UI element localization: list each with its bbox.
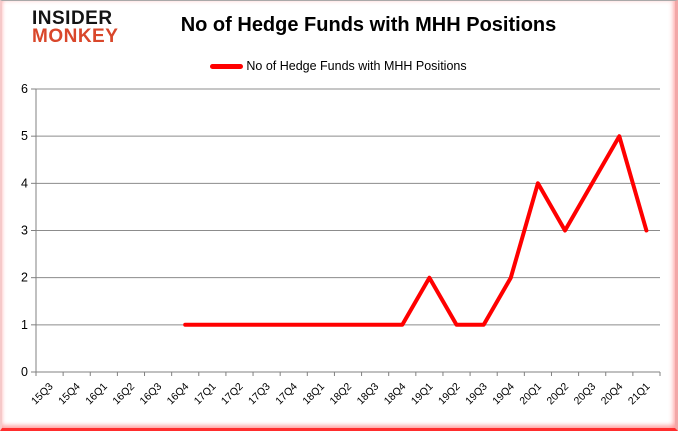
svg-text:17Q4: 17Q4: [273, 381, 300, 408]
svg-text:17Q2: 17Q2: [219, 381, 246, 408]
svg-text:16Q4: 16Q4: [165, 381, 192, 408]
svg-text:0: 0: [21, 365, 28, 379]
svg-text:18Q4: 18Q4: [382, 381, 409, 408]
svg-text:15Q4: 15Q4: [56, 381, 83, 408]
svg-text:16Q1: 16Q1: [83, 381, 110, 408]
legend-line-marker: [210, 63, 244, 69]
svg-text:20Q1: 20Q1: [517, 381, 544, 408]
svg-text:15Q3: 15Q3: [29, 381, 56, 408]
svg-text:19Q3: 19Q3: [463, 381, 490, 408]
svg-text:20Q3: 20Q3: [572, 381, 599, 408]
svg-text:21Q1: 21Q1: [626, 381, 653, 408]
svg-text:19Q1: 19Q1: [409, 381, 436, 408]
svg-text:2: 2: [21, 271, 28, 285]
svg-text:18Q1: 18Q1: [300, 381, 327, 408]
svg-text:19Q2: 19Q2: [436, 381, 463, 408]
svg-text:18Q2: 18Q2: [327, 381, 354, 408]
svg-text:18Q3: 18Q3: [355, 381, 382, 408]
svg-text:6: 6: [21, 82, 28, 96]
legend: No of Hedge Funds with MHH Positions: [2, 59, 675, 73]
svg-text:20Q4: 20Q4: [599, 381, 626, 408]
insider-monkey-logo: INSIDER MONKEY: [32, 8, 119, 47]
svg-text:5: 5: [21, 129, 28, 143]
logo-insider-text: INSIDER: [32, 8, 113, 29]
logo-monkey-text: MONKEY: [32, 25, 119, 47]
svg-text:17Q3: 17Q3: [246, 381, 273, 408]
svg-text:16Q3: 16Q3: [138, 381, 165, 408]
svg-text:3: 3: [21, 224, 28, 238]
legend-label: No of Hedge Funds with MHH Positions: [246, 59, 467, 73]
svg-text:19Q4: 19Q4: [490, 381, 517, 408]
svg-text:17Q1: 17Q1: [192, 381, 219, 408]
svg-text:4: 4: [21, 176, 28, 190]
chart-title: No of Hedge Funds with MHH Positions: [180, 14, 557, 36]
svg-text:1: 1: [21, 318, 28, 332]
svg-text:20Q2: 20Q2: [545, 381, 572, 408]
svg-text:16Q2: 16Q2: [110, 381, 137, 408]
